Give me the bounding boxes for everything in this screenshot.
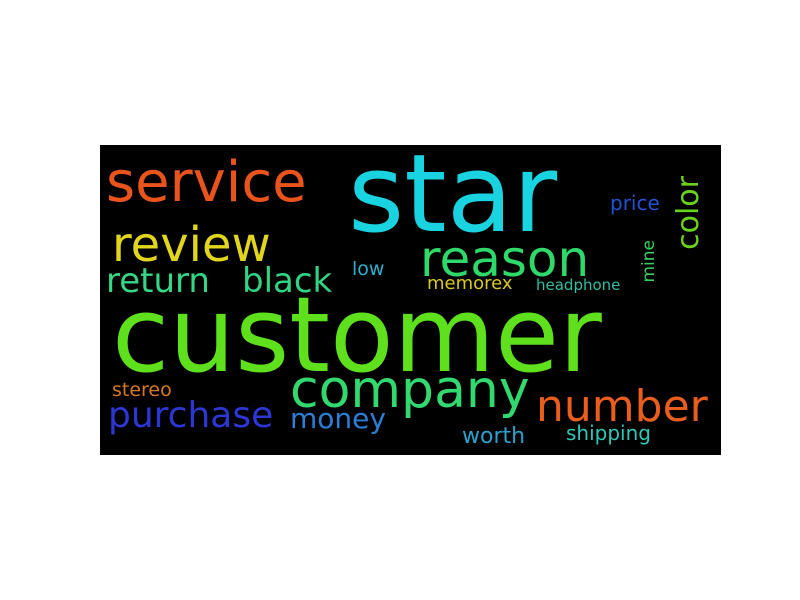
word-money: money	[290, 402, 386, 435]
word-price: price	[610, 191, 660, 215]
word-number: number	[536, 381, 708, 432]
word-return: return	[106, 261, 210, 301]
word-headphone: headphone	[536, 276, 621, 294]
word-worth: worth	[462, 424, 526, 449]
word-purchase: purchase	[108, 395, 274, 436]
word-service: service	[106, 150, 307, 215]
word-review: review	[112, 217, 271, 273]
word-color: color	[671, 176, 706, 250]
word-cloud: star service review reason price color m…	[100, 145, 721, 455]
word-black: black	[242, 261, 333, 301]
word-shipping: shipping	[566, 421, 651, 445]
word-company: company	[290, 360, 530, 420]
word-stereo: stereo	[112, 379, 172, 401]
word-star: star	[348, 145, 558, 257]
word-mine: mine	[639, 240, 659, 283]
word-reason: reason	[420, 230, 590, 288]
word-memorex: memorex	[427, 273, 513, 294]
word-low: low	[352, 258, 385, 280]
word-customer: customer	[112, 274, 602, 396]
